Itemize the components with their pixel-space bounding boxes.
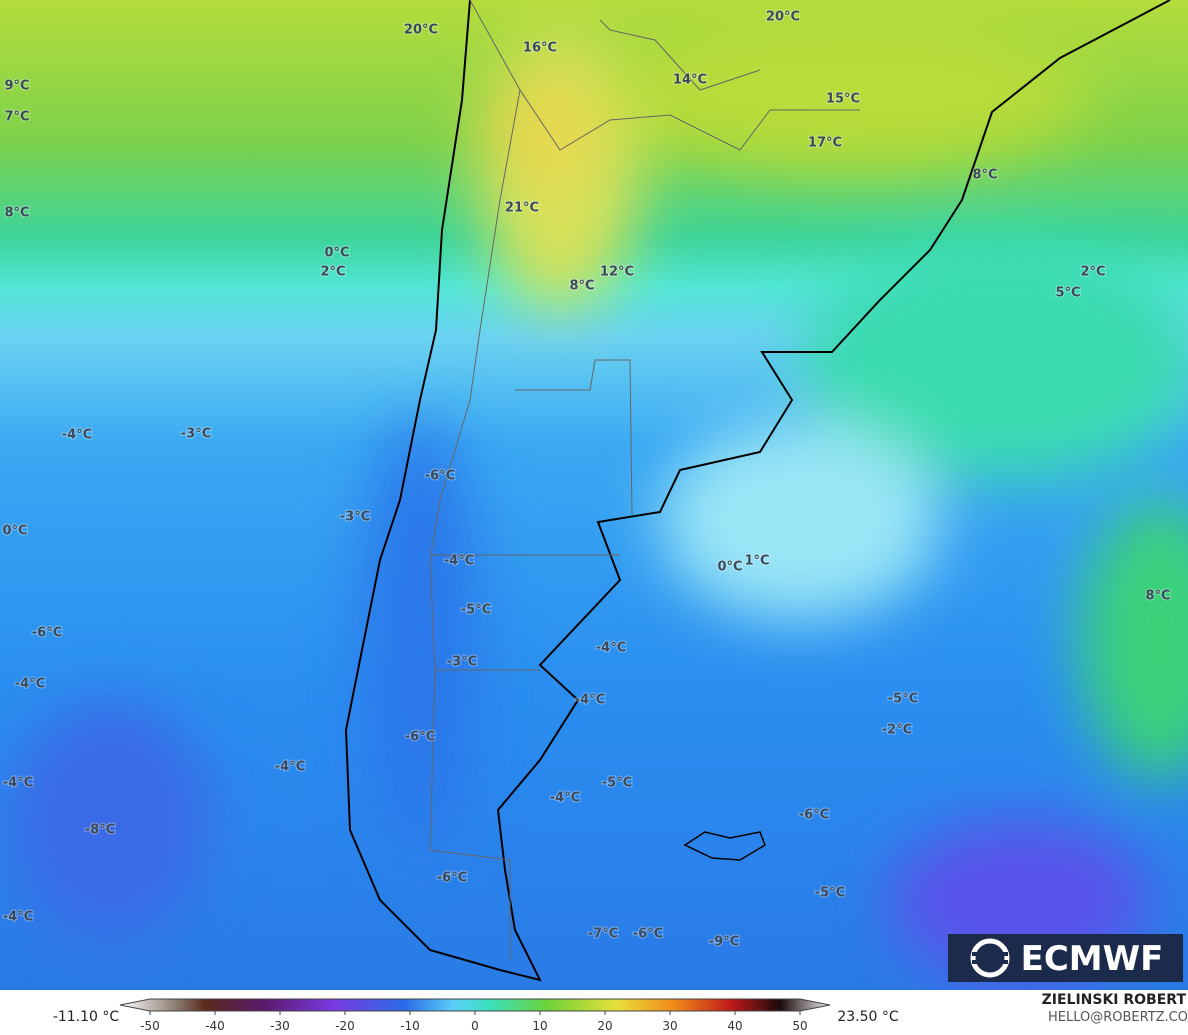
author: ZIELINSKI ROBERT [1042, 992, 1187, 1008]
temperature-label: -5°C [602, 776, 632, 791]
temperature-label: -8°C [85, 823, 115, 838]
temperature-label: 8°C [569, 279, 594, 294]
temperature-label: -4°C [15, 677, 45, 692]
temperature-label: 12°C [600, 265, 634, 280]
temperature-label: -5°C [888, 692, 918, 707]
temperature-label: 0°C [2, 524, 27, 539]
temperature-label: -4°C [3, 776, 33, 791]
temperature-label: 20°C [766, 10, 800, 25]
temperature-label: 9°C [4, 79, 29, 94]
colorbar-tick-label: 20 [597, 1019, 612, 1033]
temperature-label: -7°C [588, 927, 618, 942]
temperature-label: -6°C [799, 808, 829, 823]
colorbar-tick-label: 30 [662, 1019, 677, 1033]
temperature-label: -3°C [181, 427, 211, 442]
temperature-field [0, 0, 1188, 990]
coastlines [344, 0, 1171, 982]
temperature-label: 0°C [324, 246, 349, 261]
temperature-label: 16°C [523, 41, 557, 56]
temperature-label: -6°C [633, 927, 663, 942]
temperature-label: -4°C [550, 791, 580, 806]
colorbar-max: 23.50 °C [837, 1009, 899, 1025]
colorbar-tick-label: -10 [400, 1019, 420, 1033]
temperature-label: -5°C [461, 603, 491, 618]
colorbar-min: -11.10 °C [53, 1009, 120, 1025]
temperature-label: -4°C [62, 428, 92, 443]
colorbar-tick-label: -30 [270, 1019, 290, 1033]
temperature-label: -4°C [575, 693, 605, 708]
temperature-label: 21°C [505, 201, 539, 216]
temperature-label: 5°C [1055, 286, 1080, 301]
temperature-labels: 20°C 16°C 14°C 20°C 15°C 17°C 9°C 7°C 8°C 21°C 0°C… [1, 9, 1171, 951]
temperature-label: -6°C [405, 730, 435, 745]
colorbar-tick-label: -20 [335, 1019, 355, 1033]
colorbar-tick-label: -50 [140, 1019, 160, 1033]
temperature-label: -4°C [596, 641, 626, 656]
colorbar-tick-label: 0 [471, 1019, 479, 1033]
temperature-label: 2°C [320, 265, 345, 280]
temperature-label: 17°C [808, 136, 842, 151]
temperature-label: -6°C [425, 469, 455, 484]
colorbar-tick-label: 10 [532, 1019, 547, 1033]
temperature-label: 15°C [826, 92, 860, 107]
colorbar: -11.10 °C 23.50 °C -50 -40 -30 -20 -10 0 10 20 3… [53, 998, 899, 1033]
temperature-label: -4°C [275, 760, 305, 775]
temperature-label: -4°C [3, 910, 33, 925]
temperature-label: -3°C [447, 655, 477, 670]
temperature-label: 20°C [404, 23, 438, 38]
temperature-label: 8°C [1145, 589, 1170, 604]
logo-text: ECMWF [1021, 939, 1164, 979]
temperature-label: -2°C [882, 723, 912, 738]
borders [429, 0, 860, 960]
temperature-label: -6°C [32, 626, 62, 641]
colorbar-tick-label: -40 [205, 1019, 225, 1033]
temperature-label: 1°C [744, 554, 769, 569]
temperature-label: 8°C [4, 206, 29, 221]
temperature-label: 2°C [1080, 265, 1105, 280]
colorbar-tick-label: 40 [727, 1019, 742, 1033]
temperature-label: -5°C [815, 886, 845, 901]
temperature-label: 14°C [673, 73, 707, 88]
ecmwf-logo: ECMWF [948, 934, 1183, 982]
colorbar-tick-label: 50 [792, 1019, 807, 1033]
temperature-label: -6°C [437, 871, 467, 886]
temperature-label: 0°C [717, 560, 742, 575]
temperature-label: -4°C [444, 554, 474, 569]
temperature-label: 8°C [972, 168, 997, 183]
temperature-label: 7°C [4, 110, 29, 125]
temperature-label: -3°C [340, 510, 370, 525]
contact: HELLO@ROBERTZ.CO [1048, 1010, 1188, 1025]
temperature-label: -9°C [709, 935, 739, 950]
